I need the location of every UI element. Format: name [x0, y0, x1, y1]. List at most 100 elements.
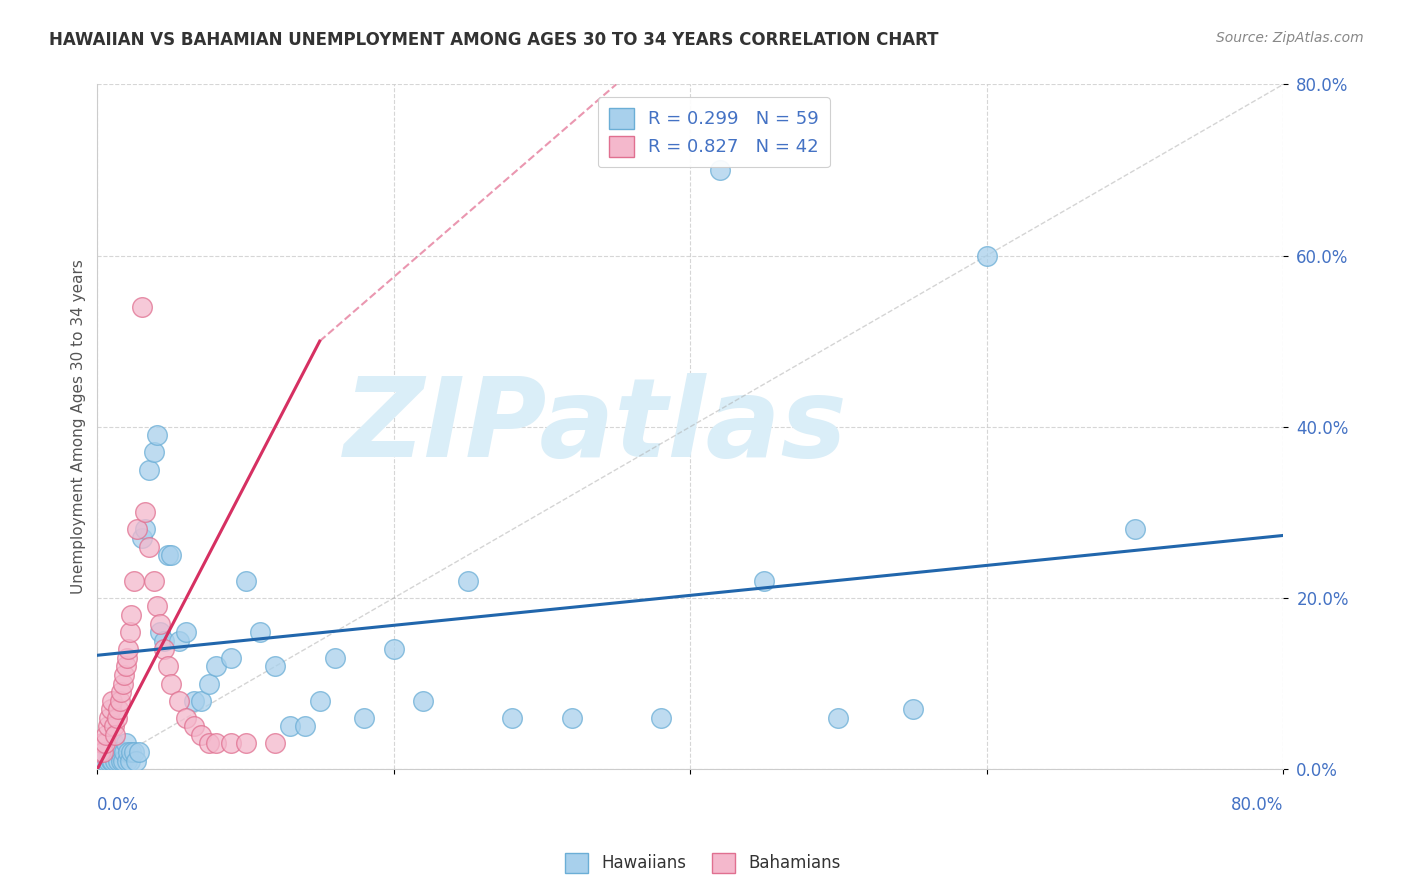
Point	[94, 754, 117, 768]
Point	[650, 711, 672, 725]
Point	[108, 745, 131, 759]
Point	[128, 745, 150, 759]
Point	[100, 754, 122, 768]
Point	[323, 650, 346, 665]
Point	[901, 702, 924, 716]
Point	[125, 754, 148, 768]
Point	[101, 745, 124, 759]
Point	[264, 736, 287, 750]
Text: 80.0%: 80.0%	[1230, 797, 1284, 814]
Point	[110, 685, 132, 699]
Point	[90, 736, 112, 750]
Point	[107, 754, 129, 768]
Point	[120, 608, 142, 623]
Point	[353, 711, 375, 725]
Point	[183, 693, 205, 707]
Point	[115, 754, 138, 768]
Point	[134, 505, 156, 519]
Point	[157, 659, 180, 673]
Point	[149, 625, 172, 640]
Point	[138, 540, 160, 554]
Point	[235, 736, 257, 750]
Point	[104, 754, 127, 768]
Point	[118, 625, 141, 640]
Point	[112, 668, 135, 682]
Point	[190, 693, 212, 707]
Point	[107, 702, 129, 716]
Y-axis label: Unemployment Among Ages 30 to 34 years: Unemployment Among Ages 30 to 34 years	[72, 260, 86, 594]
Point	[153, 633, 176, 648]
Point	[501, 711, 523, 725]
Point	[103, 736, 125, 750]
Point	[153, 642, 176, 657]
Text: HAWAIIAN VS BAHAMIAN UNEMPLOYMENT AMONG AGES 30 TO 34 YEARS CORRELATION CHART: HAWAIIAN VS BAHAMIAN UNEMPLOYMENT AMONG …	[49, 31, 939, 49]
Point	[134, 523, 156, 537]
Point	[105, 711, 128, 725]
Point	[174, 625, 197, 640]
Point	[160, 676, 183, 690]
Point	[117, 642, 139, 657]
Point	[457, 574, 479, 588]
Point	[112, 745, 135, 759]
Point	[976, 249, 998, 263]
Point	[103, 719, 125, 733]
Point	[98, 745, 121, 759]
Point	[190, 728, 212, 742]
Point	[111, 754, 134, 768]
Point	[101, 693, 124, 707]
Point	[264, 659, 287, 673]
Legend: R = 0.299   N = 59, R = 0.827   N = 42: R = 0.299 N = 59, R = 0.827 N = 42	[598, 97, 830, 168]
Point	[101, 754, 124, 768]
Point	[118, 754, 141, 768]
Point	[105, 745, 128, 759]
Text: Source: ZipAtlas.com: Source: ZipAtlas.com	[1216, 31, 1364, 45]
Point	[174, 711, 197, 725]
Point	[142, 445, 165, 459]
Point	[114, 659, 136, 673]
Point	[157, 548, 180, 562]
Point	[91, 745, 114, 759]
Point	[827, 711, 849, 725]
Point	[308, 693, 330, 707]
Point	[294, 719, 316, 733]
Point	[127, 523, 149, 537]
Point	[1123, 523, 1146, 537]
Point	[167, 633, 190, 648]
Point	[97, 719, 120, 733]
Point	[149, 616, 172, 631]
Point	[100, 702, 122, 716]
Point	[114, 736, 136, 750]
Point	[160, 548, 183, 562]
Point	[98, 711, 121, 725]
Point	[104, 728, 127, 742]
Point	[412, 693, 434, 707]
Point	[219, 736, 242, 750]
Point	[145, 599, 167, 614]
Point	[117, 745, 139, 759]
Point	[235, 574, 257, 588]
Point	[131, 300, 153, 314]
Point	[142, 574, 165, 588]
Point	[97, 754, 120, 768]
Point	[111, 676, 134, 690]
Point	[89, 745, 111, 759]
Point	[167, 693, 190, 707]
Point	[110, 754, 132, 768]
Legend: Hawaiians, Bahamians: Hawaiians, Bahamians	[558, 847, 848, 880]
Point	[138, 462, 160, 476]
Point	[197, 676, 219, 690]
Point	[115, 650, 138, 665]
Point	[382, 642, 405, 657]
Point	[96, 728, 118, 742]
Point	[278, 719, 301, 733]
Point	[94, 736, 117, 750]
Point	[709, 163, 731, 178]
Text: 0.0%: 0.0%	[97, 797, 139, 814]
Point	[219, 650, 242, 665]
Point	[90, 745, 112, 759]
Text: ZIPatlas: ZIPatlas	[343, 373, 848, 480]
Point	[183, 719, 205, 733]
Point	[120, 745, 142, 759]
Point	[108, 693, 131, 707]
Point	[754, 574, 776, 588]
